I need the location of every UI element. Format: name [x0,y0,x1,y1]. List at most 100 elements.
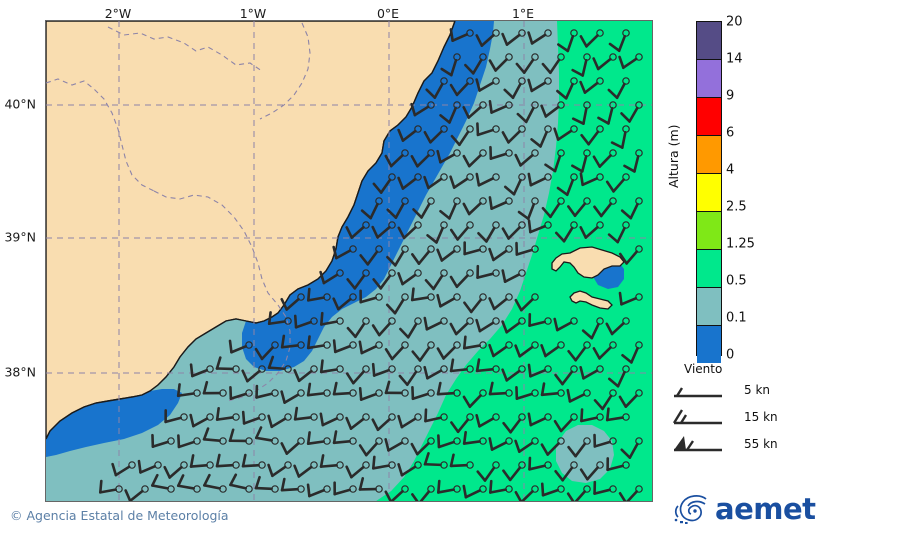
wind-barb [439,197,461,220]
wind-barb [527,219,552,234]
wind-barb [488,196,513,210]
wind-barb [449,269,474,289]
wind-barb [581,317,604,340]
coastline [46,21,456,440]
lat-tick-label: 40°N [4,96,36,112]
colorbar-tick: 20 [726,14,743,30]
colorbar-axis-title: Altura (m) [666,124,681,188]
wind-barb [267,355,292,373]
wind-barb [579,365,604,380]
wind-barb [229,385,253,400]
wind-barb [228,428,253,445]
wind-barb [332,339,357,354]
wind-barb [410,437,435,456]
wind-barb [384,380,409,397]
colorbar-tick: 2.5 [726,199,747,215]
wind-barb [554,221,578,243]
wind-barb [333,481,357,496]
wind-barb [475,317,500,333]
wind-barb [553,125,578,141]
sea-band-blue-pocket [46,389,182,457]
wind-barb [462,149,487,168]
wind-barb [514,437,539,453]
wind-barb [517,197,539,221]
copyright-notice: © Agencia Estatal de Meteorología [10,508,229,523]
wind-barb [449,173,474,189]
wave-height-map[interactable] [45,20,653,502]
wind-barb [527,172,552,187]
aemet-wordmark: aemet [715,491,816,526]
wind-barb [566,485,591,501]
wind-barb [514,341,539,358]
colorbar-tick-labels: 20 14 9 6 4 2.5 1.25 0.5 0.1 0 [726,15,786,363]
wind-barb [254,475,279,493]
wind-barb [359,245,383,266]
colorbar-tick: 9 [726,88,735,104]
wind-barb [528,456,552,471]
colorbar[interactable] [696,21,722,363]
colorbar-tick: 0 [726,347,735,363]
wind-barb [151,433,175,448]
wind-barb [332,381,357,397]
wind-barb [397,221,422,240]
wind-barb [527,77,552,93]
wind-barb [623,149,643,173]
wind-barb [501,221,526,240]
wind-barb [372,173,396,194]
wind-barb [462,101,487,119]
wind-barb [255,384,279,399]
wind-barb [503,77,526,100]
wind-barb [189,413,214,428]
wind-legend-label: 55 kn [744,436,778,451]
wind-barb [293,461,318,478]
wind-barb [358,386,383,401]
wind-barb [346,317,370,339]
wind-barb [189,454,214,469]
wind-barb [462,389,487,408]
wind-barb [475,172,500,187]
wind-barb [515,385,539,400]
latitude-axis: 40°N 39°N 38°N [0,0,40,533]
wind-barb [566,388,591,403]
wind-barb [411,341,435,362]
wind-barb [410,287,435,302]
lat-tick-label: 38°N [4,364,36,380]
wind-barb [306,431,331,446]
wind-barb [516,101,539,124]
wind-barb [345,461,370,479]
wind-barb [530,125,552,148]
wind-barb [556,77,578,100]
wind-barb-55kn-icon [674,435,722,451]
wind-barb [293,365,318,383]
wind-barb [514,293,539,312]
wind-barb [579,29,604,48]
wind-barb [410,149,435,168]
colorbar-tick: 14 [726,51,743,67]
wind-barb [424,408,448,423]
aemet-logo[interactable]: aemet [672,492,816,526]
wind-barb [571,149,591,173]
wind-barb [607,77,630,100]
wind-barb [488,245,513,262]
wind-barb [501,317,526,334]
wind-barb [332,430,357,445]
wind-barb [579,172,604,187]
wind-barb [579,77,604,94]
wind-barb [593,197,617,218]
wind-barb [501,29,526,46]
island-ibiza [551,246,625,279]
wind-legend-row: 5 kn [668,376,878,403]
wind-barb [557,29,578,53]
wind-barb [371,413,396,432]
colorbar-tick: 4 [726,162,735,178]
wind-barb [488,437,513,451]
wind-barb [462,430,487,445]
wind-barb [449,28,474,42]
wind-barb [463,241,487,256]
wind-barb [280,293,305,311]
wind-barb [358,437,383,457]
lon-tick-label: 0°E [376,6,400,21]
wind-barb [346,269,370,290]
wind-barb [554,365,578,386]
wind-barb [502,461,526,482]
